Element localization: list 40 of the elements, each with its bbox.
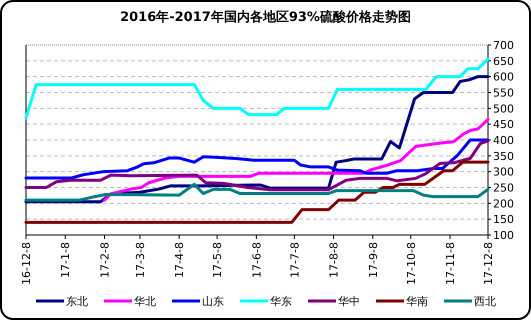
y-tick-label: 600 [493, 70, 514, 84]
x-tick-label: 17-9-8 [366, 242, 380, 278]
y-tick-label: 100 [493, 229, 514, 242]
legend-label: 西北 [474, 295, 496, 308]
x-tick-label: 17-12-8 [482, 242, 495, 285]
legend-label: 东北 [66, 295, 88, 308]
legend-label: 华北 [134, 295, 156, 308]
x-tick-label: 17-5-8 [211, 242, 224, 278]
line-series [24, 58, 490, 120]
x-tick-label: 17-11-8 [444, 242, 458, 285]
y-tick-label: 150 [493, 213, 514, 226]
y-tick-label: 250 [493, 182, 514, 194]
chart-title: 2016年-2017年国内各地区93%硫酸价格走势图 [120, 9, 411, 25]
line-series [102, 118, 490, 202]
x-tick-label: 17-7-8 [288, 242, 302, 278]
legend-label: 山东 [202, 295, 224, 308]
x-tick-label: 17-2-8 [98, 242, 112, 278]
line-series [24, 139, 490, 192]
line-series [24, 138, 490, 180]
y-tick-label: 400 [493, 134, 514, 147]
y-tick-label: 350 [493, 150, 514, 163]
x-tick-label: 16-12-8 [20, 242, 33, 285]
legend-label: 华东 [270, 295, 292, 308]
x-tick-label: 17-1-8 [59, 242, 72, 278]
y-tick-label: 700 [493, 39, 514, 52]
y-tick-label: 200 [493, 197, 514, 210]
x-tick-label: 17-8-8 [328, 242, 341, 278]
line-series [24, 182, 490, 202]
x-tick-label: 17-6-8 [250, 242, 264, 278]
x-tick-label: 17-4-8 [173, 242, 186, 278]
legend-label: 华南 [406, 295, 428, 308]
legend-label: 华中 [338, 295, 360, 308]
y-tick-label: 300 [493, 166, 514, 179]
y-tick-label: 550 [493, 86, 514, 100]
x-tick-label: 17-10-8 [404, 242, 418, 285]
x-tick-label: 17-3-8 [134, 242, 147, 278]
y-tick-label: 450 [493, 118, 514, 132]
line-series [24, 160, 490, 224]
y-tick-label: 500 [493, 102, 514, 116]
y-tick-label: 650 [493, 54, 514, 68]
